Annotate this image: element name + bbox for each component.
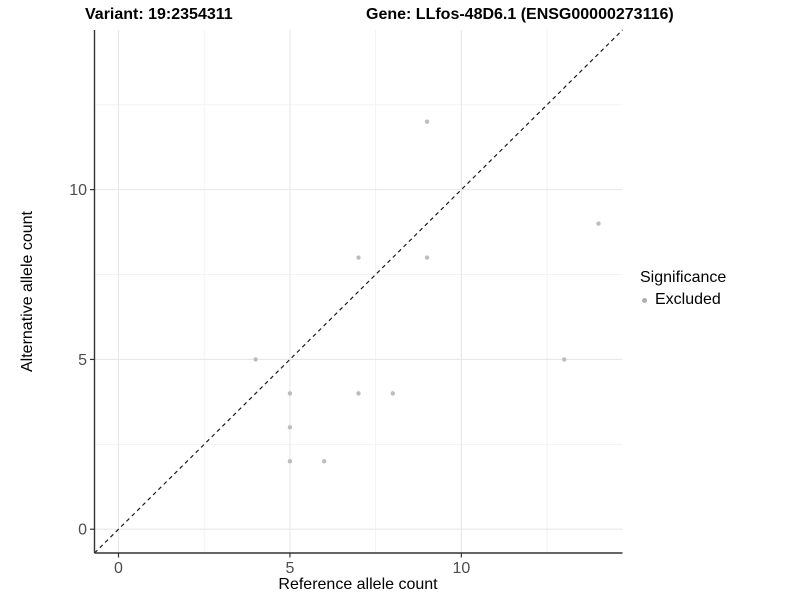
data-point [322,459,327,464]
legend-title: Significance [640,269,727,286]
x-axis-title: Reference allele count [278,576,438,593]
x-tick-label: 0 [114,560,123,577]
data-point [424,255,430,260]
data-point [390,391,395,396]
legend-item-label: Excluded [655,291,721,308]
data-point [287,391,293,396]
data-point [287,425,293,430]
data-point [356,255,361,260]
x-tick-label: 5 [285,560,294,577]
data-point [562,357,567,362]
x-tick-label: 10 [452,560,470,577]
y-tick-label: 5 [78,352,87,369]
y-tick-label: 10 [69,182,87,199]
legend-point-icon [642,297,647,303]
data-point [424,119,430,124]
data-point [356,391,361,396]
data-point [287,459,293,464]
y-tick-label: 0 [78,522,87,539]
y-axis-title: Alternative allele count [19,211,36,372]
data-point [596,221,601,226]
gene-title: Gene: LLfos-48D6.1 (ENSG00000273116) [366,6,674,23]
data-point [253,357,258,362]
identity-line [94,29,623,554]
variant-title: Variant: 19:2354311 [85,6,233,23]
